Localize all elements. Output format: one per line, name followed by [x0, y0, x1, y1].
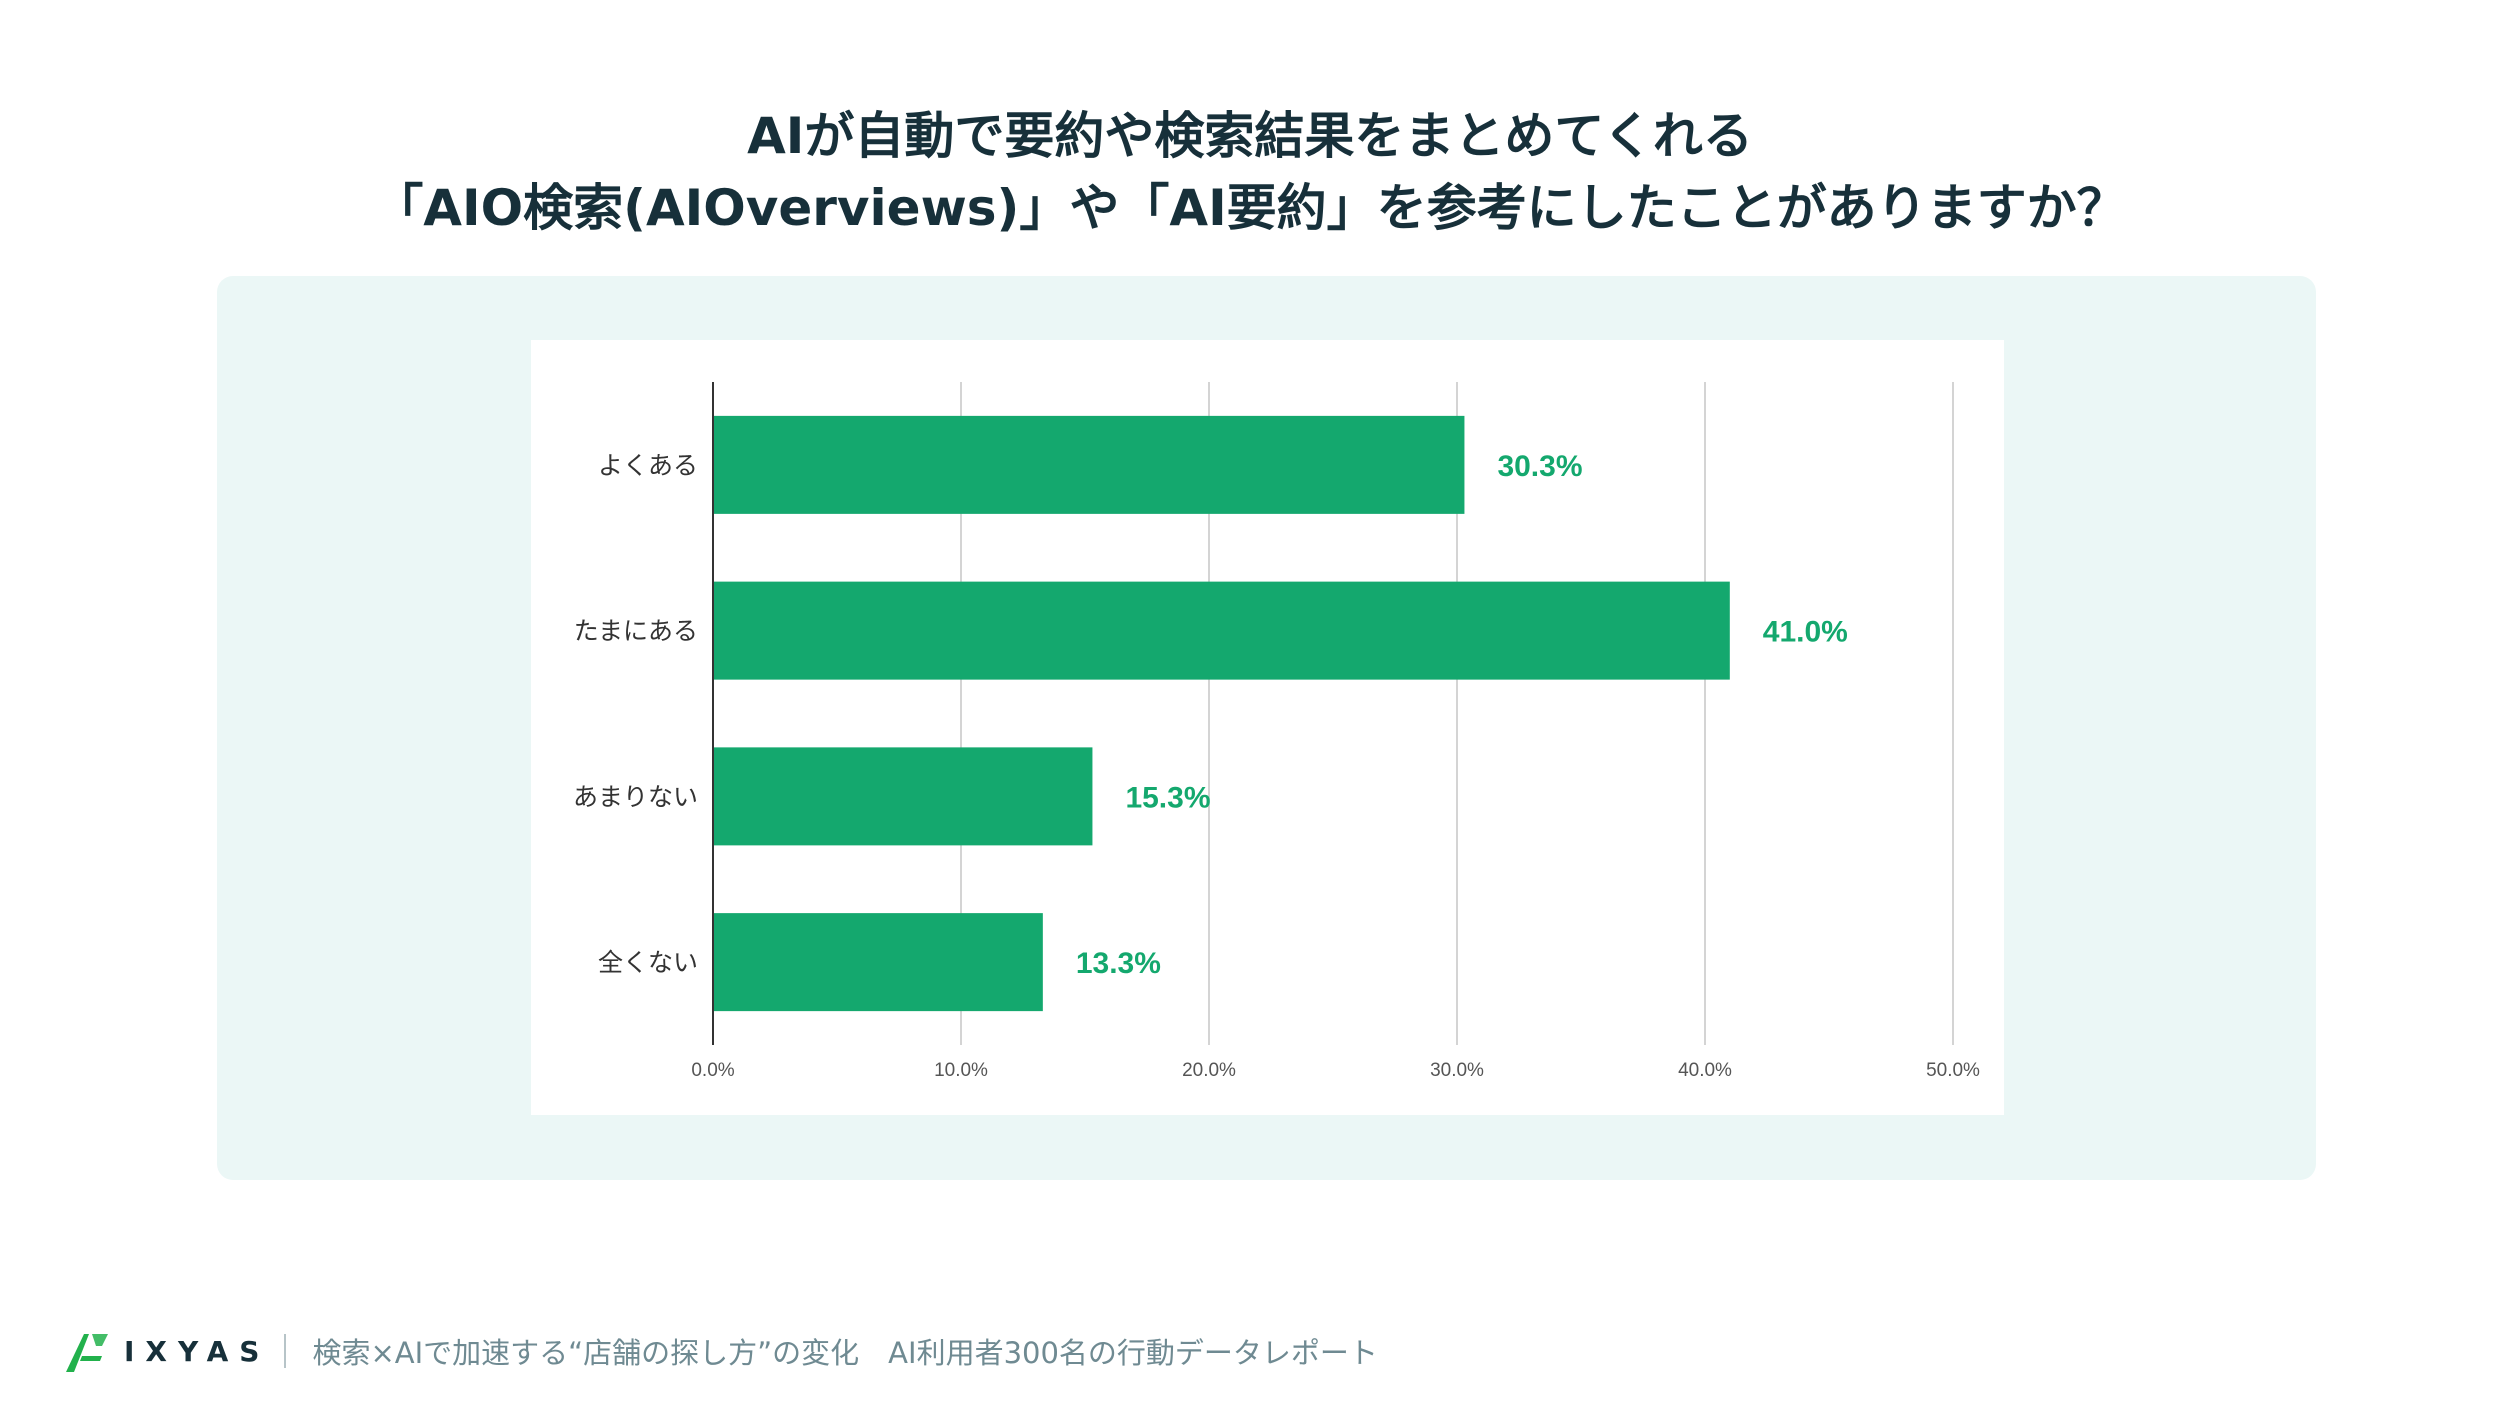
bar [713, 913, 1043, 1011]
category-label: よくある [598, 451, 698, 480]
data-label: 15.3% [1125, 781, 1210, 814]
chart-title: AIが自動で要約や検索結果をまとめてくれる 「AIO検索(AIOverviews… [0, 100, 2500, 244]
x-tick-label: 50.0% [1926, 1060, 1980, 1081]
title-line-1: AIが自動で要約や検索結果をまとめてくれる [0, 100, 2500, 172]
category-label: あまりない [573, 782, 698, 811]
x-tick-label: 10.0% [934, 1060, 988, 1081]
x-tick-label: 30.0% [1430, 1060, 1484, 1081]
bar-chart: 0.0% 10.0% 20.0% 30.0% 40.0% 50.0% よくある 30.3% たま… [531, 340, 2004, 1115]
title-line-2: 「AIO検索(AIOverviews)」や「AI要約」を参考にしたことがあります… [0, 172, 2500, 244]
report-title: 検索×AIで加速する“店舗の探し方”の変化 AI利用者300名の行動データレポー… [312, 1330, 1377, 1372]
category-label: 全くない [598, 948, 698, 977]
data-label: 41.0% [1763, 616, 1848, 649]
ixyas-logo-icon [62, 1326, 112, 1376]
category-label: たまにある [574, 617, 698, 646]
footer: IXYAS 検索×AIで加速する“店舗の探し方”の変化 AI利用者300名の行動… [62, 1325, 1378, 1377]
data-label: 13.3% [1076, 947, 1161, 980]
bar [713, 582, 1730, 680]
bar [713, 416, 1464, 514]
footer-divider [284, 1334, 286, 1368]
x-tick-label: 40.0% [1678, 1060, 1732, 1081]
x-tick-label: 0.0% [691, 1060, 734, 1081]
chart-area: 0.0% 10.0% 20.0% 30.0% 40.0% 50.0% よくある 30.3% たま… [531, 340, 2004, 1115]
logo-text: IXYAS [124, 1335, 270, 1368]
x-tick-label: 20.0% [1182, 1060, 1236, 1081]
bar [713, 747, 1092, 845]
data-label: 30.3% [1497, 450, 1582, 483]
